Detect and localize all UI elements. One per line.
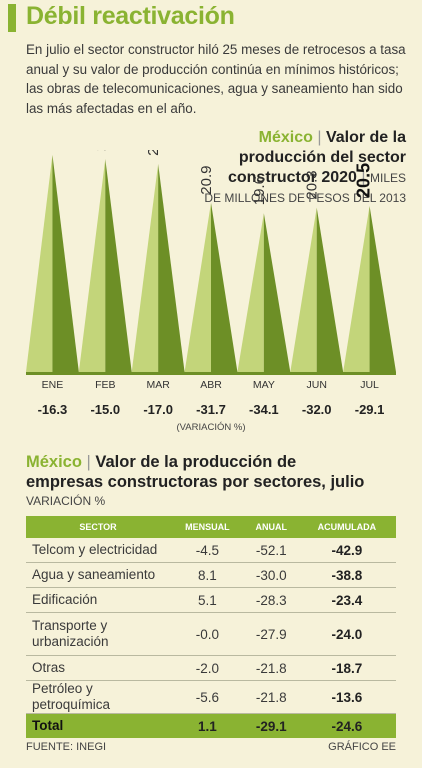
bar-abr-dark xyxy=(211,202,238,372)
table-row: Transporte y urbanización -0.0 -27.9 -24… xyxy=(26,612,396,656)
bar-mar-light xyxy=(131,163,159,372)
bar-feb-dark xyxy=(105,158,132,372)
bar-abr-light xyxy=(184,202,211,372)
variation-label: -31.7 xyxy=(196,402,226,417)
cell-anual: -28.3 xyxy=(244,587,298,613)
col-header-mensual: MENSUAL xyxy=(170,516,245,538)
variation-caption: (VARIACIÓN %) xyxy=(177,422,246,433)
cell-mensual: -5.6 xyxy=(170,680,245,714)
source-note: FUENTE: INEGI xyxy=(26,741,107,753)
category-label: MAR xyxy=(146,379,170,391)
cell-acumulada: -13.6 xyxy=(297,680,396,714)
cell-mensual: -2.0 xyxy=(170,655,245,681)
table-row: Petróleo y petroquímica -5.6 -21.8 -13.6 xyxy=(26,680,396,714)
cell-sector: Otras xyxy=(26,655,170,681)
page-title: Débil reactivación xyxy=(26,2,235,30)
cell-sector: Telcom y electricidad xyxy=(26,538,170,563)
bar-jun-dark xyxy=(316,207,344,372)
cell-mensual: 8.1 xyxy=(170,562,245,588)
col-header-sector: SECTOR xyxy=(26,516,170,538)
category-label: ENE xyxy=(42,379,64,391)
chart1-title-line2: producción del sector xyxy=(238,149,406,166)
category-label: JUN xyxy=(307,379,327,391)
table-row: Telcom y electricidad -4.5 -52.1 -42.9 xyxy=(26,538,396,563)
chart1-header: México | Valor de la producción del sect… xyxy=(204,128,406,208)
cell-sector-text: Transporte y urbanización xyxy=(32,618,109,649)
value-label: 20.9 xyxy=(198,166,215,195)
table-header-row: SECTOR MENSUAL ANUAL ACUMULADA xyxy=(26,516,396,538)
value-label: 26.3 xyxy=(92,150,109,151)
cell-total-mensual: 1.1 xyxy=(170,713,245,738)
cell-acumulada: -18.7 xyxy=(297,655,396,681)
bar-ene-dark xyxy=(52,154,79,372)
bar-jul-light xyxy=(343,205,370,372)
bar-jun-light xyxy=(290,207,317,372)
chart1-title-line3: constructor 2020 xyxy=(227,169,357,186)
cell-anual: -21.8 xyxy=(244,655,298,681)
variation-label: -34.1 xyxy=(249,402,279,417)
graphic-credit: GRÁFICO EE xyxy=(328,741,396,753)
variation-label: -16.3 xyxy=(38,402,68,417)
cell-anual: -52.1 xyxy=(244,538,298,563)
bar-mar-dark xyxy=(158,163,185,372)
cell-sector: Agua y saneamiento xyxy=(26,562,170,588)
table-header: México | Valor de la producción de empre… xyxy=(26,452,416,508)
col-header-acumulada: ACUMULADA xyxy=(297,516,396,538)
category-label: MAY xyxy=(253,379,275,391)
cell-total-anual: -29.1 xyxy=(244,713,298,738)
chart1-country: México xyxy=(258,129,313,146)
sector-table: SECTOR MENSUAL ANUAL ACUMULADA Telcom y … xyxy=(26,516,396,738)
cell-total-acumulada: -24.6 xyxy=(297,713,396,738)
table-title-line2: empresas constructoras por sectores, jul… xyxy=(26,473,365,491)
table-country: México xyxy=(26,453,82,471)
table-row: Agua y saneamiento 8.1 -30.0 -38.8 xyxy=(26,562,396,588)
table-total-row: Total 1.1 -29.1 -24.6 xyxy=(26,713,396,738)
value-label: 20.3 xyxy=(304,170,321,199)
bar-ene-light xyxy=(26,154,53,372)
cell-anual: -30.0 xyxy=(244,562,298,588)
cell-anual: -21.8 xyxy=(244,680,298,714)
table-row: Otras -2.0 -21.8 -18.7 xyxy=(26,655,396,681)
chart1-title-line1: Valor de la xyxy=(325,129,406,146)
cell-sector: Petróleo y petroquímica xyxy=(26,680,170,714)
variation-label: -17.0 xyxy=(143,402,173,417)
chart1-unit-line2: DE MILLONES DE PESOS DEL 2013 xyxy=(204,191,406,205)
cell-total-label: Total xyxy=(26,713,170,738)
cell-acumulada: -38.8 xyxy=(297,562,396,588)
cell-sector: Transporte y urbanización xyxy=(26,612,170,656)
production-chart: 26.8ENE-16.326.3FEB-15.025.7MAR-17.020.9… xyxy=(26,150,396,433)
table-row: Edificación 5.1 -28.3 -23.4 xyxy=(26,587,396,613)
intro-text: En julio el sector constructor hiló 25 m… xyxy=(26,42,406,116)
cell-mensual: 5.1 xyxy=(170,587,245,613)
category-label: FEB xyxy=(95,379,115,391)
variation-label: -15.0 xyxy=(90,402,120,417)
cell-mensual: -0.0 xyxy=(170,612,245,656)
cell-sector: Edificación xyxy=(26,587,170,613)
title-accent-bar xyxy=(8,4,16,32)
category-label: ABR xyxy=(200,379,222,391)
col-header-anual: ANUAL xyxy=(244,516,298,538)
variation-label: -32.0 xyxy=(302,402,332,417)
variation-label: -29.1 xyxy=(355,402,385,417)
cell-acumulada: -42.9 xyxy=(297,538,396,563)
value-label: 20.5 xyxy=(354,163,374,198)
bar-may-light xyxy=(237,213,264,372)
bar-may-dark xyxy=(263,213,291,372)
chart1-unit-line1: MILES xyxy=(369,171,406,185)
bar-feb-light xyxy=(78,158,106,372)
table-title-line1: Valor de la producción de xyxy=(95,453,297,471)
value-label: 19.6 xyxy=(251,176,268,205)
cell-anual: -27.9 xyxy=(244,612,298,656)
cell-mensual: -4.5 xyxy=(170,538,245,563)
cell-acumulada: -24.0 xyxy=(297,612,396,656)
cell-acumulada: -23.4 xyxy=(297,587,396,613)
value-label: 25.7 xyxy=(145,150,162,156)
table-unit: VARIACIÓN % xyxy=(26,494,106,508)
chart-baseline xyxy=(26,372,396,375)
category-label: JUL xyxy=(360,379,379,391)
bar-jul-dark xyxy=(369,205,396,372)
